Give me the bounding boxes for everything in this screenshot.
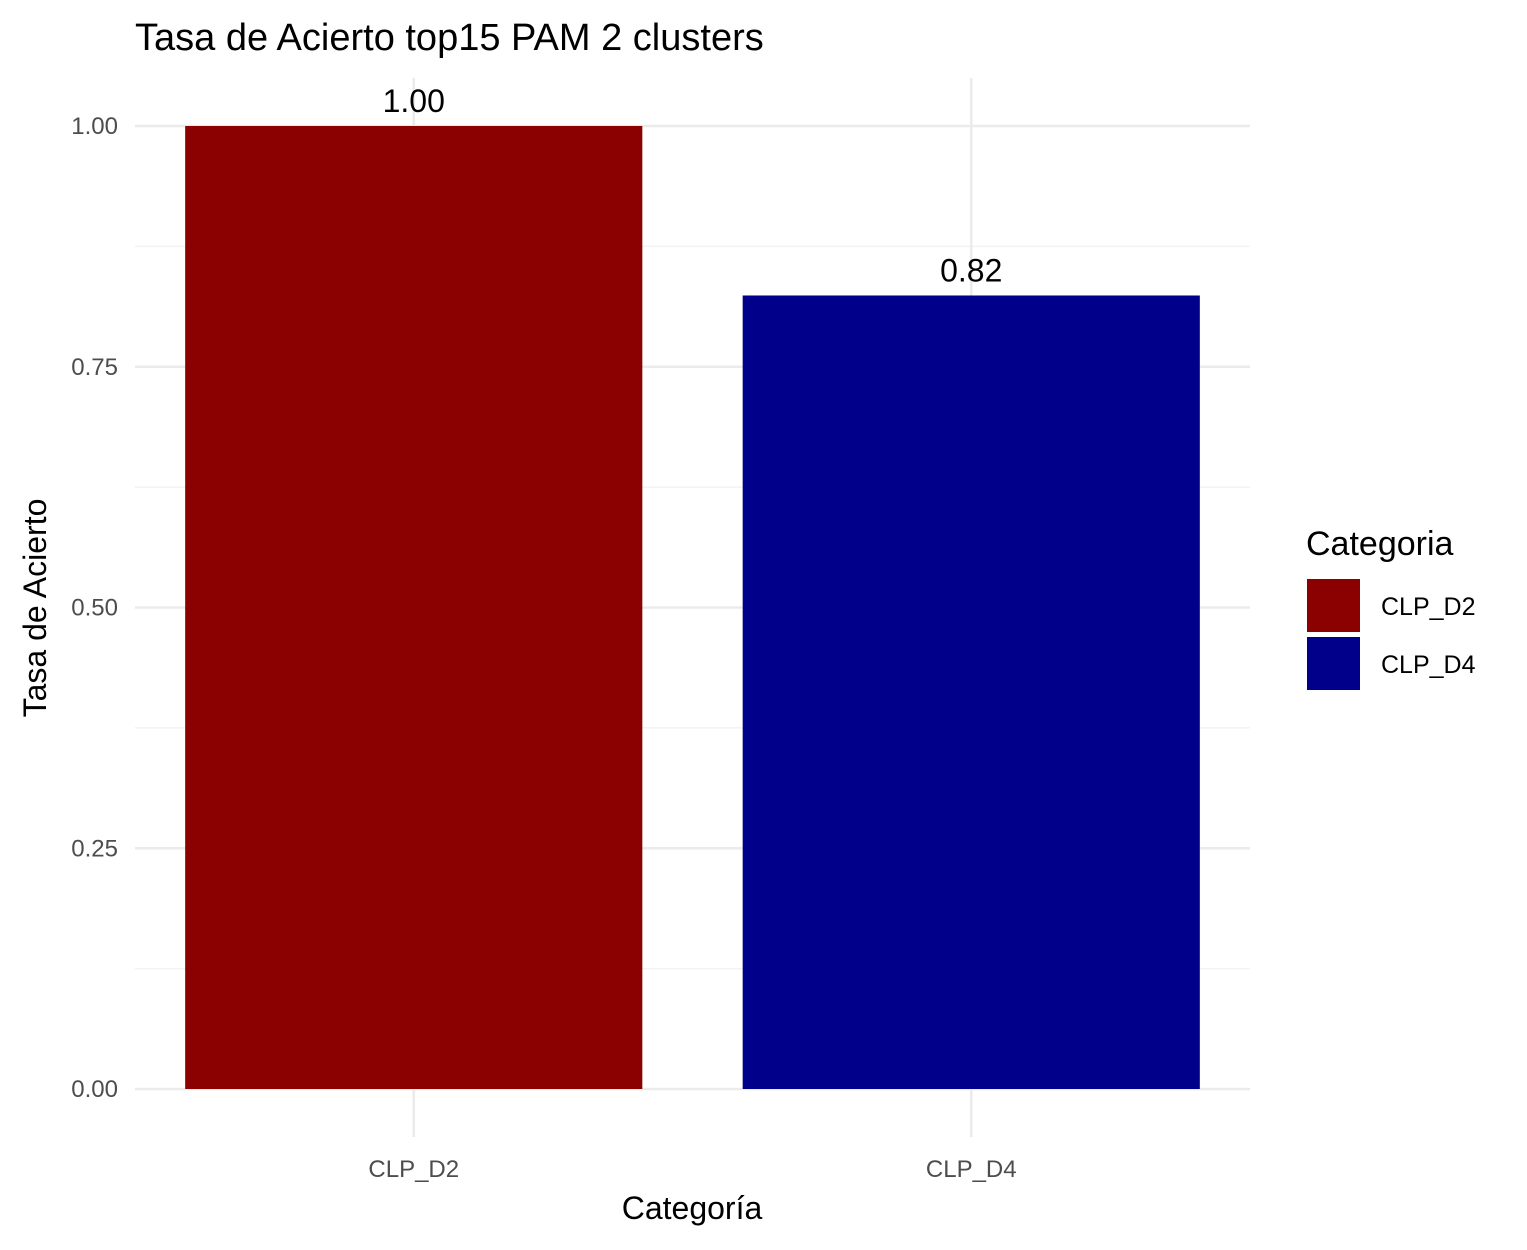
y-tick-label: 0.00 — [71, 1076, 118, 1103]
legend-label: CLP_D2 — [1381, 593, 1476, 621]
bar-value-label: 1.00 — [383, 83, 445, 119]
legend: Categoria CLP_D2 CLP_D4 — [1306, 525, 1476, 690]
x-axis-title: Categoría — [622, 1190, 763, 1226]
x-tick-label: CLP_D4 — [926, 1156, 1017, 1183]
y-tick-label: 0.75 — [71, 354, 118, 381]
legend-swatch — [1307, 637, 1360, 690]
legend-label: CLP_D4 — [1381, 651, 1476, 679]
bars-layer — [185, 126, 1200, 1089]
bar-value-label: 0.82 — [940, 252, 1002, 288]
chart-title: Tasa de Acierto top15 PAM 2 clusters — [135, 17, 764, 59]
legend-items: CLP_D2 CLP_D4 — [1307, 579, 1476, 690]
legend-swatch — [1307, 579, 1360, 632]
y-tick-label: 0.25 — [71, 835, 118, 862]
bar-clp-d2 — [185, 126, 643, 1089]
legend-title: Categoria — [1306, 525, 1454, 563]
x-tick-label: CLP_D2 — [368, 1156, 459, 1183]
y-axis-title: Tasa de Acierto — [17, 499, 53, 718]
bar-clp-d4 — [742, 295, 1200, 1089]
labels-layer: 0.00 0.25 0.50 0.75 1.00 CLP_D2 CLP_D4 1.00 0.82 — [71, 83, 1016, 1183]
y-tick-label: 1.00 — [71, 113, 118, 140]
y-tick-label: 0.50 — [71, 595, 118, 622]
